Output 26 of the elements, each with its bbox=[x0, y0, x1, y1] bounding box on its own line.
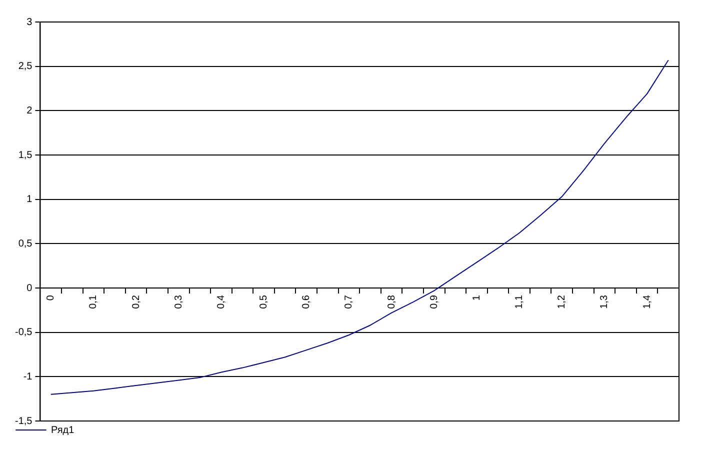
y-tick-label: -1,5 bbox=[14, 416, 33, 427]
y-tick-label: 1 bbox=[26, 194, 33, 206]
y-tick-label: 2,5 bbox=[18, 61, 33, 72]
x-tick-label: 1 bbox=[471, 294, 482, 301]
y-tick-label: 2 bbox=[26, 105, 33, 116]
x-tick-label: 0 bbox=[46, 294, 57, 301]
x-tick-label: 1,2 bbox=[556, 294, 568, 309]
y-tick-label: 0,5 bbox=[18, 238, 33, 250]
x-tick-label: 0,8 bbox=[386, 294, 398, 309]
x-tick-label: 0,1 bbox=[88, 294, 100, 309]
x-tick-label: 0,4 bbox=[216, 294, 227, 309]
legend-label: Ряд1 bbox=[51, 424, 75, 436]
x-tick-label: 0,7 bbox=[344, 294, 355, 309]
x-tick-label: 0,3 bbox=[173, 294, 184, 309]
x-tick-label: 1,3 bbox=[599, 294, 610, 309]
x-tick-label: 0,9 bbox=[428, 294, 440, 309]
y-tick-label: -0,5 bbox=[14, 327, 33, 338]
y-tick-label: 3 bbox=[26, 16, 33, 28]
x-tick-label: 0,5 bbox=[258, 294, 270, 309]
x-tick-label: 0,2 bbox=[130, 294, 142, 309]
x-tick-label: 1,4 bbox=[642, 294, 653, 309]
y-tick-label: 1,5 bbox=[18, 150, 33, 161]
y-tick-label: 0 bbox=[26, 282, 33, 294]
x-tick-label: 1,1 bbox=[514, 294, 526, 309]
y-tick-label: -1 bbox=[23, 371, 33, 382]
x-tick-label: 0,6 bbox=[301, 294, 312, 309]
